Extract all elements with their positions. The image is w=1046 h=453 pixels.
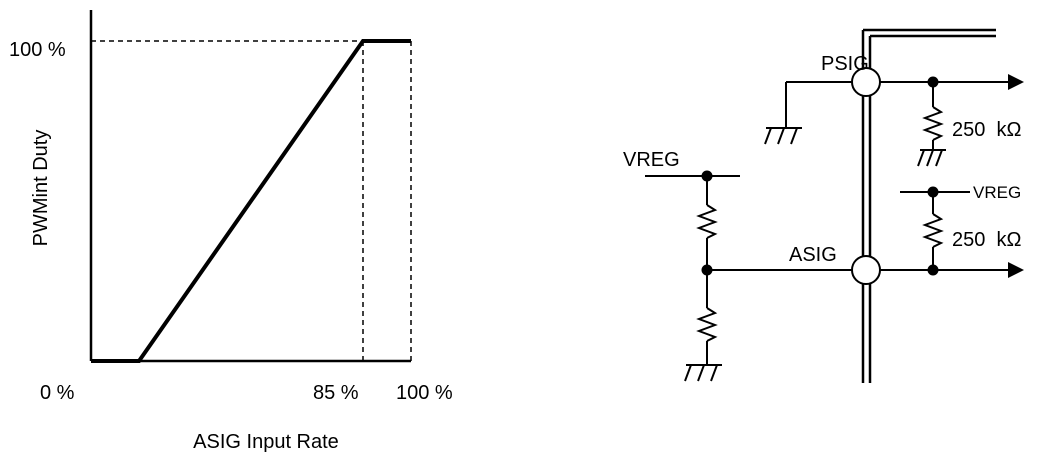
asig-pullup-junction-dot <box>927 264 939 276</box>
ground-icon <box>917 149 946 167</box>
ground-icon <box>684 364 722 382</box>
vreg-left-label: VREG <box>623 149 680 171</box>
psig-branch <box>785 81 1008 150</box>
ground-icon <box>764 127 802 145</box>
asig-pin-circle <box>851 255 881 285</box>
vreg-left-junction-dot <box>701 170 713 182</box>
asig-arrowhead <box>1008 262 1024 278</box>
asig-divider-junction-dot <box>701 264 713 276</box>
asig-label: ASIG <box>789 244 837 266</box>
x-tick-label-100: 100 % <box>396 382 453 404</box>
resistor-top-value: 250 kΩ <box>952 119 1021 141</box>
x-axis-title: ASIG Input Rate <box>193 431 339 453</box>
circuit-diagram <box>645 28 1024 383</box>
duty-chart: 100 % 0 % 85 % 100 % ASIG Input Rate PWM… <box>9 10 453 453</box>
x-tick-label-0: 0 % <box>40 382 75 404</box>
psig-label: PSIG <box>821 53 869 75</box>
vreg-right-junction-dot <box>927 186 939 198</box>
y-axis-title: PWMint Duty <box>30 130 52 247</box>
circuit-labels: PSIG ASIG VREG VREG 250 kΩ 250 kΩ <box>623 53 1021 266</box>
series-layer <box>91 39 411 363</box>
y-tick-label-100: 100 % <box>9 39 66 61</box>
duty-curve-line <box>91 39 411 363</box>
resistor-bottom-value: 250 kΩ <box>952 229 1021 251</box>
psig-junction-dot <box>927 76 939 88</box>
psig-pin-circle <box>851 67 881 97</box>
x-tick-label-85: 85 % <box>313 382 359 404</box>
psig-arrowhead <box>1008 74 1024 90</box>
vreg-right-label: VREG <box>973 183 1021 202</box>
